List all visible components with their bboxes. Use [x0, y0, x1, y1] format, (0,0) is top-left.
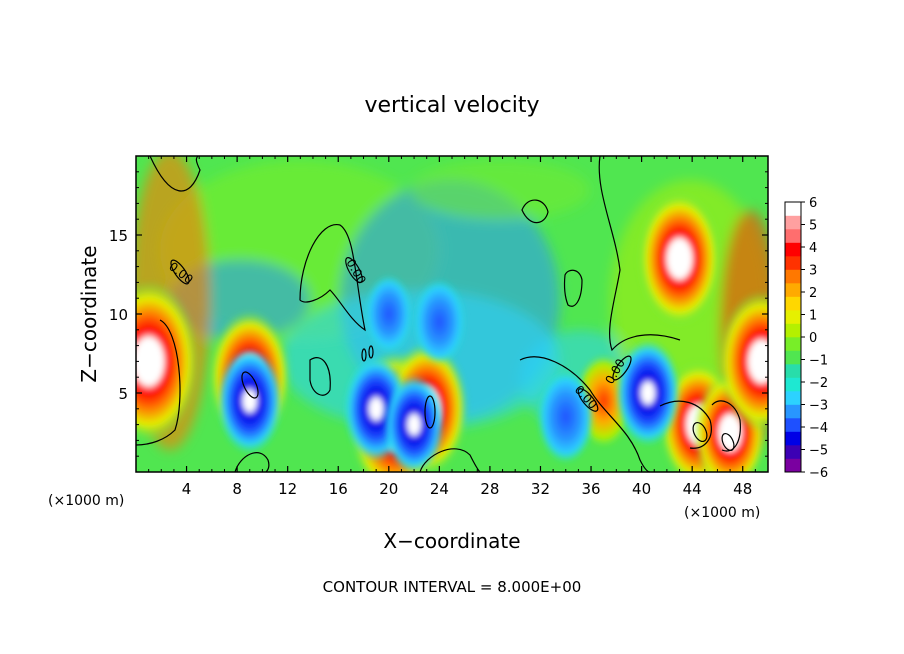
field-features	[136, 191, 768, 472]
field-feature	[383, 375, 445, 472]
field-feature	[717, 290, 768, 432]
y-tick-label: 5	[118, 385, 128, 403]
contour-line	[170, 259, 190, 285]
x-tick-label: 8	[232, 480, 242, 498]
x-tick-label: 40	[632, 480, 651, 498]
contour-line	[299, 224, 366, 332]
contour-interval-note: CONTOUR INTERVAL = 8.000E+00	[323, 578, 582, 596]
contour-line	[563, 269, 583, 307]
contour-line	[368, 345, 374, 359]
colorbar-swatch	[785, 418, 801, 432]
field-feature	[615, 340, 681, 446]
x-axis: 4 8 12 16 20 24 28 32 36 40 44 48	[148, 156, 756, 498]
contour-line	[521, 199, 549, 224]
field-feature	[638, 191, 722, 326]
y-tick-label: 10	[109, 306, 128, 324]
colorbar-swatch	[785, 404, 801, 419]
x-tick-label: 44	[683, 480, 702, 498]
colorbar-label: 3	[809, 264, 817, 279]
contour-line	[149, 155, 201, 192]
colorbar-label: −1	[809, 354, 828, 369]
colorbar-label: −4	[809, 421, 828, 436]
contour-line	[659, 400, 712, 449]
colorbar-swatch	[785, 229, 801, 243]
colorbar-swatch	[785, 310, 801, 324]
colorbar-swatch	[785, 458, 801, 473]
chart-title: vertical velocity	[364, 93, 539, 118]
contour-line	[424, 395, 436, 429]
y-axis: 5 10 15	[109, 171, 768, 457]
colorbar-swatch	[785, 431, 801, 446]
x-unit-right: (×1000 m)	[684, 505, 760, 521]
colorbar-label: 1	[809, 309, 817, 324]
colorbar	[784, 201, 802, 473]
field-feature	[413, 279, 466, 365]
colorbar-label: 6	[809, 196, 817, 211]
x-tick-label: 36	[581, 480, 600, 498]
x-axis-label: X−coordinate	[383, 529, 520, 553]
x-tick-label: 20	[379, 480, 398, 498]
colorbar-label: 5	[809, 219, 817, 234]
colorbar-label: 4	[809, 241, 817, 256]
colorbar-swatch	[785, 337, 801, 351]
colorbar-label: 2	[809, 286, 817, 301]
x-tick-label: 48	[733, 480, 752, 498]
colorbar-swatch	[785, 391, 801, 405]
contour-line	[519, 356, 651, 473]
contour-line	[135, 319, 181, 446]
plot-area	[136, 156, 768, 472]
colorbar-swatch	[785, 269, 801, 284]
contour-line	[419, 448, 481, 473]
x-tick-label: 16	[329, 480, 348, 498]
colorbar-swatch	[785, 242, 801, 257]
colorbar-swatch	[785, 445, 801, 459]
x-tick-label: 24	[430, 480, 449, 498]
colorbar-swatch	[785, 202, 801, 216]
colorbar-swatch	[785, 283, 801, 297]
colorbar-swatch	[785, 215, 801, 230]
colorbar-swatch	[785, 323, 801, 338]
contour-lines	[135, 155, 741, 473]
contour-line	[598, 155, 681, 352]
colorbar-swatch	[785, 296, 801, 311]
contour-line	[721, 432, 735, 452]
contour-line	[577, 388, 599, 412]
y-axis-label: Z−coordinate	[77, 245, 101, 382]
field-feature	[537, 370, 594, 463]
colorbar-label: −5	[809, 444, 828, 459]
field-feature	[217, 347, 283, 454]
y-tick-label: 15	[109, 227, 128, 245]
contour-line	[612, 355, 632, 381]
contour-line	[345, 257, 363, 283]
colorbar-swatch	[785, 256, 801, 270]
colorbar-swatch	[785, 350, 801, 365]
contour-line	[361, 348, 367, 362]
x-unit-left: (×1000 m)	[48, 493, 124, 509]
colorbar-labels: 6 5 4 3 2 1 0 −1 −2 −3 −4 −5 −6	[801, 196, 828, 481]
colorbar-label: −3	[809, 399, 828, 414]
contour-line	[241, 371, 259, 399]
contour-line	[692, 421, 708, 443]
x-tick-label: 4	[182, 480, 192, 498]
field-feature	[365, 275, 413, 353]
x-tick-label: 28	[480, 480, 499, 498]
colorbar-label: 0	[809, 331, 817, 346]
colorbar-label: −2	[809, 376, 828, 391]
x-tick-label: 32	[531, 480, 550, 498]
contour-line	[309, 357, 331, 396]
colorbar-swatch	[785, 364, 801, 378]
contour-line	[234, 452, 270, 473]
field-feature	[136, 280, 200, 443]
colorbar-swatch	[785, 377, 801, 392]
x-tick-label: 12	[278, 480, 297, 498]
contour-line	[711, 400, 741, 452]
colorbar-label: −6	[809, 466, 828, 481]
